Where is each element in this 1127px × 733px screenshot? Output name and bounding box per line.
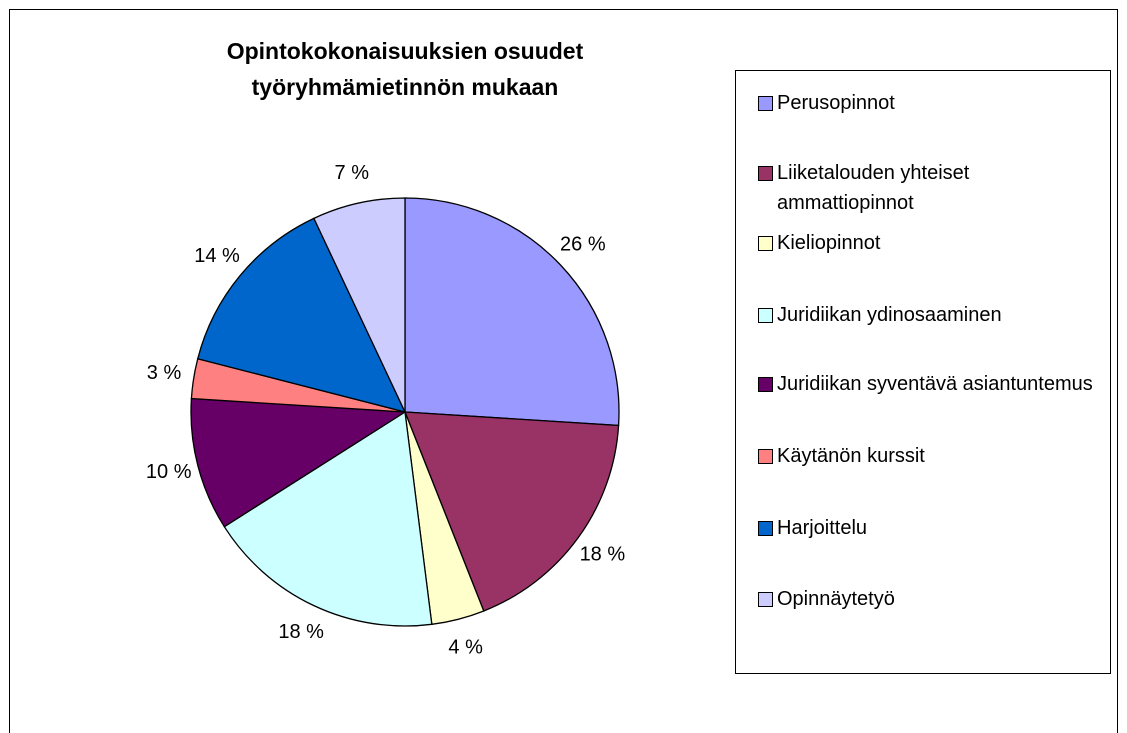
legend-entry: Liiketalouden yhteiset ammattiopinnot [758,158,1098,218]
legend-swatch [758,449,773,464]
legend-entry: Juridiikan ydinosaaminen [758,300,1098,330]
data-label: 4 % [448,637,483,659]
legend-label: Opinnäytetyö [777,588,895,610]
legend-entry: Opinnäytetyö [758,584,1098,614]
legend-label: Käytänön kurssit [777,445,925,467]
legend-entry: Harjoittelu [758,513,1098,543]
legend-label: Kieliopinnot [777,232,881,254]
data-label: 14 % [194,245,240,267]
pie-slice [190,397,408,528]
legend-swatch [758,521,773,536]
legend-swatch [758,592,773,607]
legend-label: Juridiikan ydinosaaminen [777,304,1002,326]
legend-swatch [758,236,773,251]
legend: Perusopinnot Liiketalouden yhteiset ammat… [735,70,1111,674]
data-label: 10 % [146,461,192,483]
legend-swatch [758,96,773,111]
chart-title: Opintokokonaisuuksien osuudet työryhmämi… [226,38,584,100]
data-label: 7 % [335,162,370,184]
legend-label: Juridiikan syventävä asiantuntemus [777,373,1093,395]
legend-entry: Käytänön kurssit [758,441,1098,471]
pie-slice [313,197,406,413]
legend-swatch [758,166,773,181]
data-label: 26 % [560,233,606,255]
legend-label: Perusopinnot [777,92,895,114]
data-label: 18 % [278,621,324,643]
pie [190,197,620,627]
legend-swatch [758,377,773,392]
legend-entry: Juridiikan syventävä asiantuntemus [758,369,1098,399]
pie-slice [404,197,620,427]
pie-slice [404,411,620,612]
legend-label: Harjoittelu [777,517,868,539]
legend-label: Liiketalouden yhteiset ammattiopinnot [777,162,970,214]
legend-entry: Perusopinnot [758,88,1098,118]
pie-slice [196,217,407,413]
legend-entry: Kieliopinnot [758,228,1098,258]
data-label: 3 % [147,362,182,384]
data-label: 18 % [580,544,626,566]
legend-swatch [758,308,773,323]
chart-frame [9,9,1118,733]
pie-slice [223,410,433,627]
